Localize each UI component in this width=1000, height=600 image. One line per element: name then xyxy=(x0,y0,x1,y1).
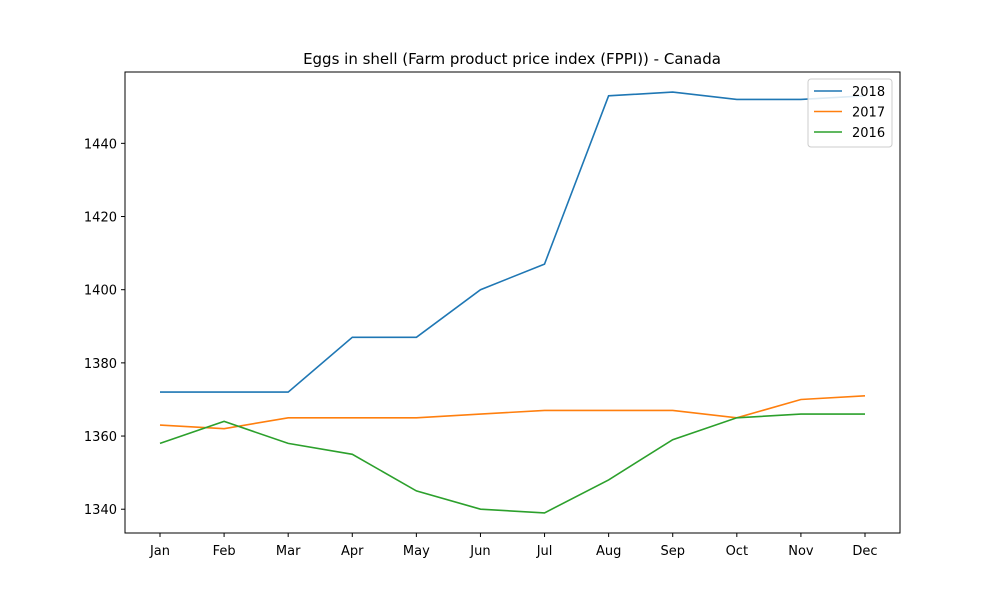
x-tick-label: Feb xyxy=(213,544,236,559)
x-axis: Jan Feb Mar Apr May Jun Jul Aug Sep Oct Nov Dec xyxy=(149,533,878,559)
y-tick-label: 1420 xyxy=(84,211,117,226)
x-tick-label: Jul xyxy=(536,544,553,559)
x-tick-label: Sep xyxy=(660,544,685,559)
x-tick-label: May xyxy=(403,544,430,559)
y-axis: 1340 1360 1380 1400 1420 1440 xyxy=(84,137,125,518)
x-tick-label: Mar xyxy=(276,544,301,559)
series-line-2016 xyxy=(159,413,865,514)
y-tick-label: 1360 xyxy=(84,430,117,445)
legend-label-2016: 2016 xyxy=(852,126,885,141)
series-line-2018 xyxy=(160,91,866,393)
chart-title: Eggs in shell (Farm product price index … xyxy=(303,50,721,68)
plot-frame xyxy=(124,71,901,534)
y-tick-label: 1380 xyxy=(84,357,117,372)
x-tick-label: Nov xyxy=(788,544,814,559)
x-tick-label: Jun xyxy=(469,544,490,559)
legend: 2018 2017 2016 xyxy=(807,78,893,148)
x-tick-label: Oct xyxy=(726,544,748,559)
x-tick-label: Aug xyxy=(596,544,621,559)
y-tick-label: 1340 xyxy=(84,503,117,518)
legend-box xyxy=(807,78,893,148)
x-tick-label: Dec xyxy=(852,544,877,559)
legend-label-2018: 2018 xyxy=(852,85,885,100)
plot-lines xyxy=(159,91,866,514)
x-tick-label: Apr xyxy=(341,544,364,559)
legend-label-2017: 2017 xyxy=(852,106,885,121)
y-tick-label: 1400 xyxy=(84,284,117,299)
series-line-2017 xyxy=(159,395,866,430)
y-tick-label: 1440 xyxy=(84,137,117,152)
x-tick-label: Jan xyxy=(149,544,170,559)
